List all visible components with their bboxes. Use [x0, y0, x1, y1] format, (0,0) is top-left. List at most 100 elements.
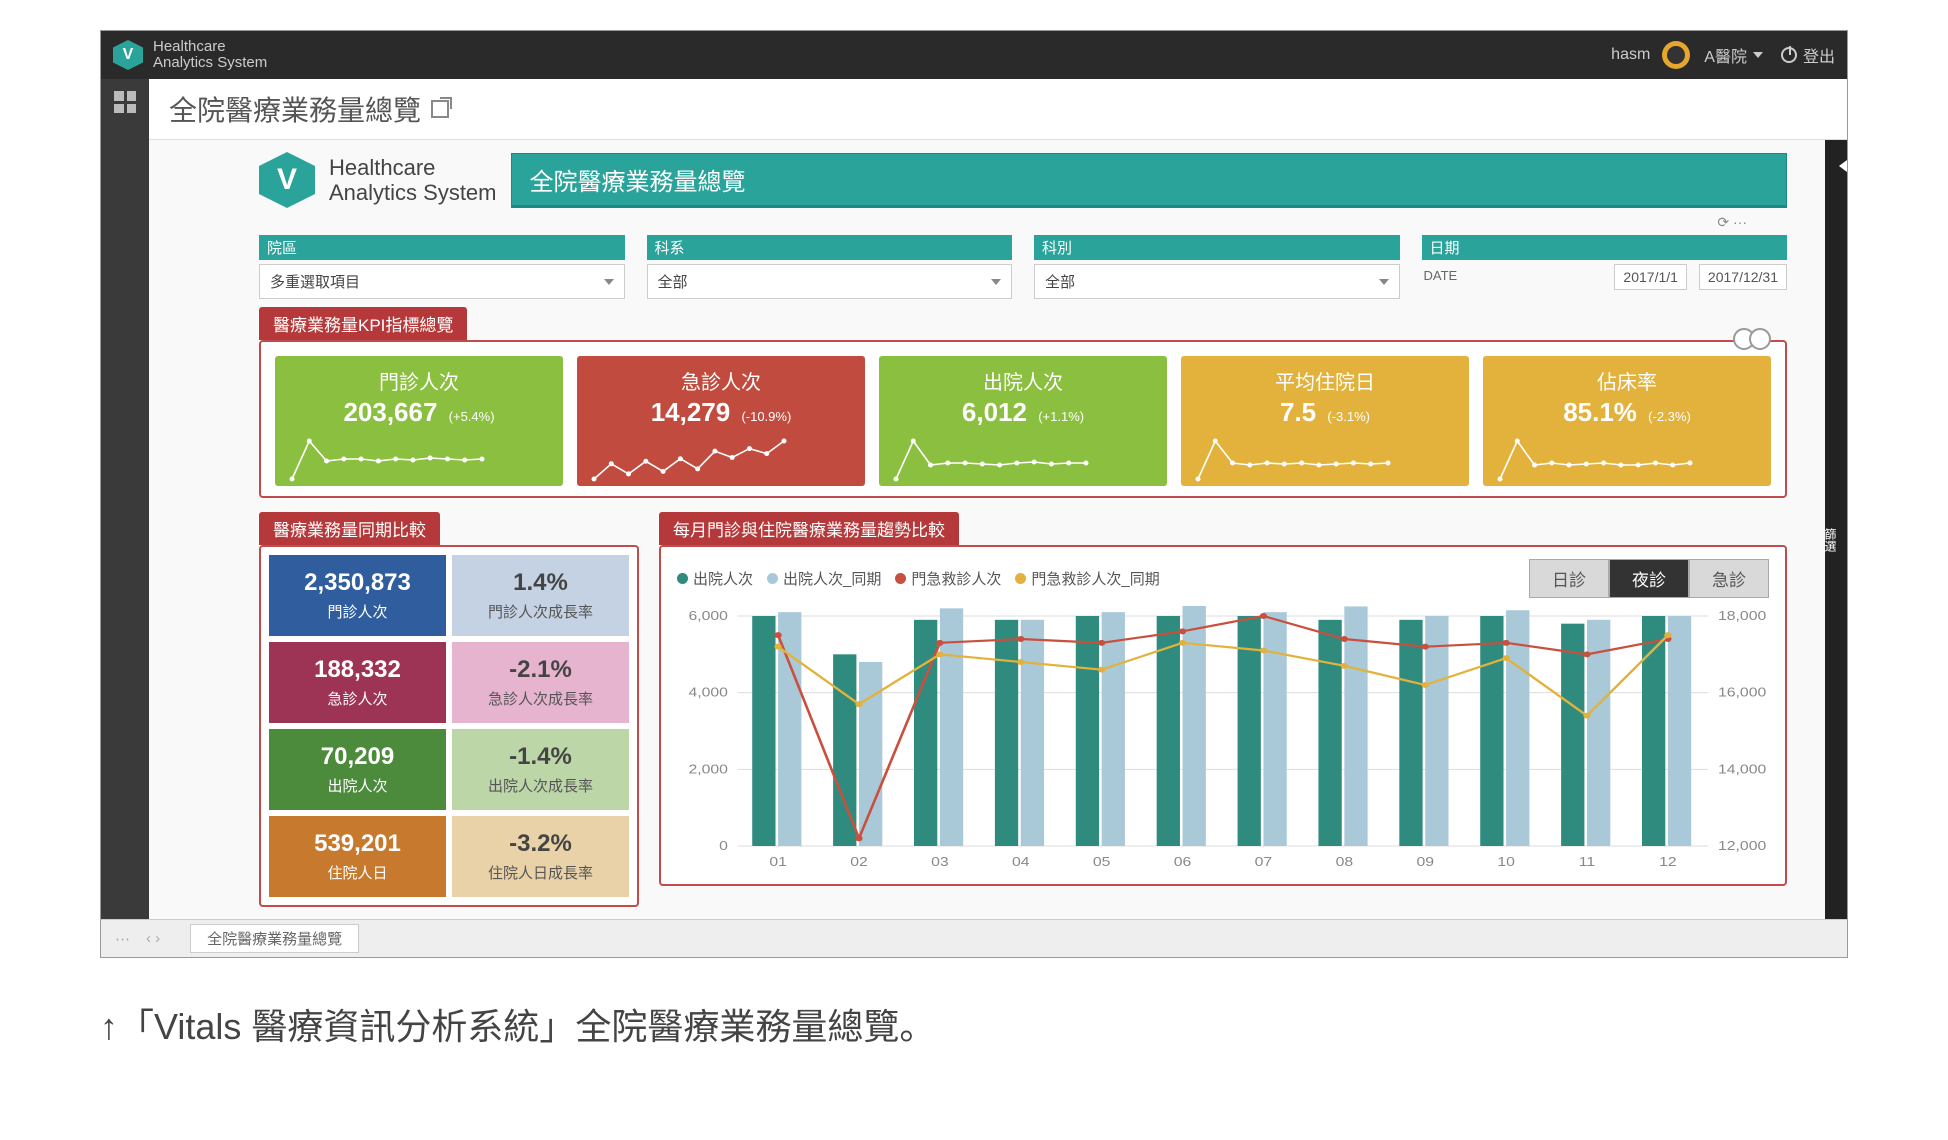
page-title: 全院醫療業務量總覽 [169, 89, 421, 129]
chart-tab-buttons: 日診夜診急診 [1529, 559, 1769, 598]
brand-logo-icon: V [113, 40, 143, 70]
svg-text:01: 01 [769, 855, 787, 869]
kpi-value: 7.5 (-3.1%) [1193, 397, 1457, 428]
legend-dot-icon [1015, 573, 1026, 584]
stat-label: 急診人次 [275, 688, 440, 709]
banner-brand-line1: Healthcare [329, 155, 497, 180]
stat-cell-7[interactable]: -3.2% 住院人日成長率 [452, 816, 629, 897]
stat-label: 出院人次成長率 [458, 775, 623, 796]
avatar-icon[interactable] [1662, 41, 1690, 69]
stat-label: 門診人次 [275, 601, 440, 622]
figure-caption: ↑「Vitals 醫療資訊分析系統」全院醫療業務量總覽。 [0, 978, 1948, 1070]
svg-text:07: 07 [1255, 855, 1273, 869]
stat-value: 2,350,873 [275, 569, 440, 597]
date-from[interactable]: 2017/1/1 [1614, 264, 1687, 290]
date-to[interactable]: 2017/12/31 [1699, 264, 1787, 290]
svg-text:05: 05 [1093, 855, 1111, 869]
stat-label: 出院人次 [275, 775, 440, 796]
stat-value: -2.1% [458, 656, 623, 684]
kpi-sparkline [589, 436, 789, 484]
stat-label: 急診人次成長率 [458, 688, 623, 709]
kpi-value: 203,667 (+5.4%) [287, 397, 551, 428]
date-type-label: DATE [1422, 264, 1460, 287]
hospital-selector[interactable]: A醫院 [1704, 43, 1763, 67]
filter-1: 科系全部 [647, 235, 1013, 299]
logout-button[interactable]: 登出 [1781, 43, 1835, 67]
chart-tab-1[interactable]: 夜診 [1609, 559, 1689, 598]
stat-cell-6[interactable]: 539,201住院人日 [269, 816, 446, 897]
open-external-icon[interactable] [431, 100, 449, 118]
chevron-left-icon [1839, 160, 1847, 172]
stat-value: 1.4% [458, 569, 623, 597]
kpi-title: 門診人次 [287, 366, 551, 395]
svg-text:02: 02 [850, 855, 868, 869]
legend-dot-icon [767, 573, 778, 584]
kpi-sparkline [891, 436, 1091, 484]
svg-text:06: 06 [1174, 855, 1192, 869]
right-filter-strip[interactable]: 篩選 [1825, 140, 1847, 919]
trend-chart: 02,0004,0006,00012,00014,00016,00018,000… [677, 606, 1769, 876]
brand-line2: Analytics System [153, 55, 267, 72]
mini-toolbar[interactable]: ⟳ ··· [259, 214, 1787, 231]
stat-label: 住院人日成長率 [458, 862, 623, 883]
kpi-toggle-icon[interactable] [1739, 328, 1771, 350]
compare-section-tab: 醫療業務量同期比較 [259, 512, 440, 545]
kpi-value: 14,279 (-10.9%) [589, 397, 853, 428]
filter-select[interactable]: 全部 [1034, 264, 1400, 299]
stat-value: 70,209 [275, 743, 440, 771]
filter-date-row: DATE 2017/1/1 2017/12/31 [1422, 264, 1788, 290]
svg-text:12,000: 12,000 [1718, 839, 1766, 853]
kpi-sparkline [287, 436, 487, 484]
chevron-down-icon [1379, 279, 1389, 285]
hospital-name: A醫院 [1704, 43, 1747, 67]
svg-text:18,000: 18,000 [1718, 609, 1766, 623]
svg-text:14,000: 14,000 [1718, 763, 1766, 777]
stat-value: 539,201 [275, 830, 440, 858]
footer-tab-strip: ⋯ ‹ › 全院醫療業務量總覽 [101, 919, 1847, 957]
stat-cell-5[interactable]: -1.4%出院人次成長率 [452, 729, 629, 810]
stat-cell-3[interactable]: -2.1% 急診人次成長率 [452, 642, 629, 723]
banner-brand-line2: Analytics System [329, 180, 497, 205]
kpi-card-0[interactable]: 門診人次203,667 (+5.4%) [275, 356, 563, 486]
kpi-sparkline [1193, 436, 1393, 484]
stat-value: -3.2% [458, 830, 623, 858]
svg-text:12: 12 [1659, 855, 1677, 869]
legend-dot-icon [677, 573, 688, 584]
filter-row: 院區多重選取項目科系全部科別全部日期 DATE 2017/1/1 2017/12/31 [259, 235, 1787, 299]
footer-tab[interactable]: 全院醫療業務量總覽 [190, 924, 359, 953]
stat-cell-1[interactable]: 1.4%門診人次成長率 [452, 555, 629, 636]
kpi-card-3[interactable]: 平均住院日7.5 (-3.1%) [1181, 356, 1469, 486]
stat-cell-2[interactable]: 188,332急診人次 [269, 642, 446, 723]
footer-nav-arrows[interactable]: ‹ › [146, 930, 160, 947]
filter-3: 日期 DATE 2017/1/1 2017/12/31 [1422, 235, 1788, 299]
filter-select[interactable]: 多重選取項目 [259, 264, 625, 299]
kpi-card-4[interactable]: 佔床率85.1% (-2.3%) [1483, 356, 1771, 486]
logout-label: 登出 [1803, 43, 1835, 67]
stat-cell-4[interactable]: 70,209 出院人次 [269, 729, 446, 810]
current-user[interactable]: hasm [1611, 46, 1650, 64]
power-icon [1781, 47, 1797, 63]
page-title-bar: 全院醫療業務量總覽 [149, 79, 1847, 140]
kpi-card-1[interactable]: 急診人次14,279 (-10.9%) [577, 356, 865, 486]
legend-dot-icon [895, 573, 906, 584]
app-window: V Healthcare Analytics System hasm A醫院 登… [100, 30, 1848, 958]
kpi-card-2[interactable]: 出院人次6,012 (+1.1%) [879, 356, 1167, 486]
stat-cell-0[interactable]: 2,350,873 門診人次 [269, 555, 446, 636]
chart-tab-0[interactable]: 日診 [1529, 559, 1609, 598]
chart-legend: 出院人次出院人次_同期門急救診人次門急救診人次_同期 [677, 568, 1160, 589]
chevron-down-icon [1753, 52, 1763, 58]
legend-item-2: 門急救診人次 [895, 568, 1001, 589]
filter-label: 日期 [1422, 235, 1788, 260]
filter-2: 科別全部 [1034, 235, 1400, 299]
legend-item-0: 出院人次 [677, 568, 753, 589]
chart-tab-2[interactable]: 急診 [1689, 559, 1769, 598]
legend-label: 門急救診人次_同期 [1031, 568, 1159, 589]
filter-select[interactable]: 全部 [647, 264, 1013, 299]
svg-text:04: 04 [1012, 855, 1030, 869]
chevron-down-icon [991, 279, 1001, 285]
kpi-title: 急診人次 [589, 366, 853, 395]
kpi-title: 平均住院日 [1193, 366, 1457, 395]
filter-label: 院區 [259, 235, 625, 260]
legend-item-3: 門急救診人次_同期 [1015, 568, 1159, 589]
apps-grid-icon[interactable] [114, 91, 136, 113]
